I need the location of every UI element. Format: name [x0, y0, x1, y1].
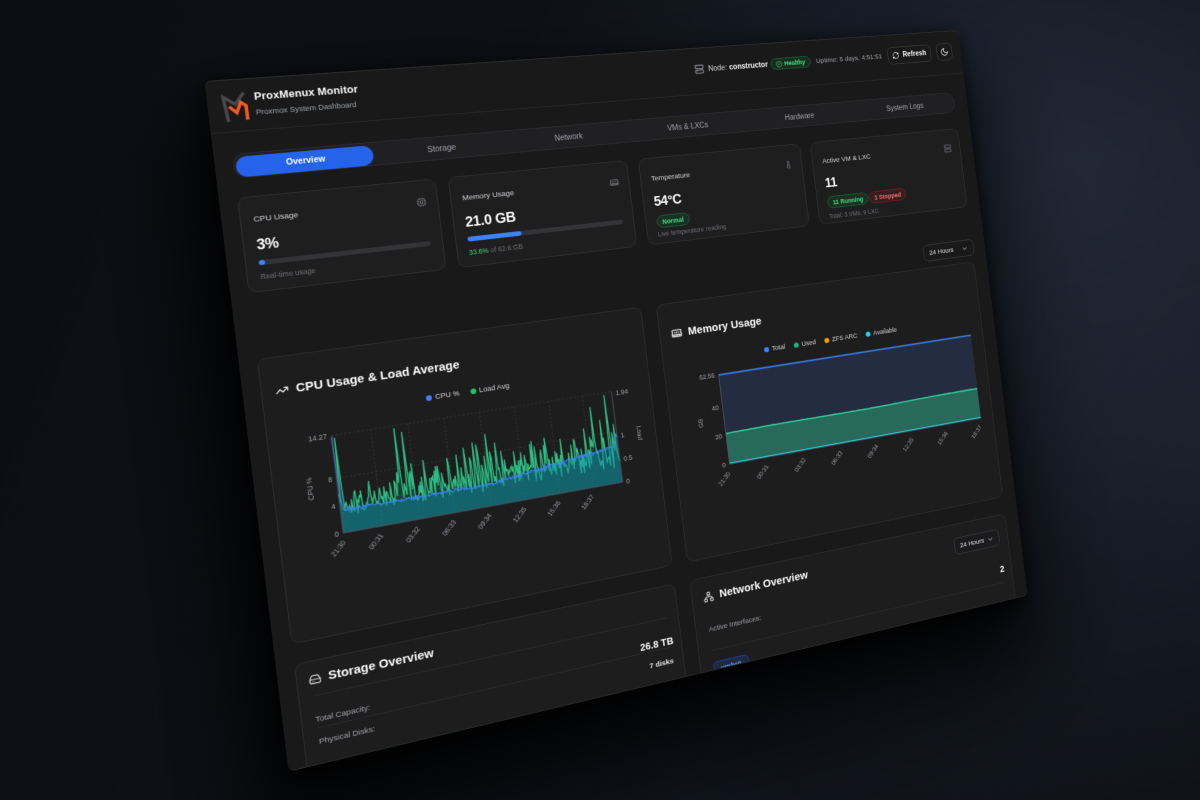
svg-text:03:32: 03:32 — [404, 525, 422, 544]
svg-text:1: 1 — [620, 431, 624, 439]
svg-text:0.5: 0.5 — [623, 454, 633, 463]
svg-text:CPU %: CPU % — [304, 477, 316, 501]
svg-text:06:33: 06:33 — [830, 450, 844, 467]
svg-text:62.56: 62.56 — [699, 372, 715, 382]
svg-text:00:31: 00:31 — [755, 463, 770, 480]
svg-text:12:35: 12:35 — [901, 437, 915, 453]
svg-text:4: 4 — [331, 503, 337, 512]
svg-text:12:35: 12:35 — [511, 506, 528, 524]
svg-text:8: 8 — [328, 476, 333, 485]
svg-text:1.94: 1.94 — [615, 387, 629, 397]
svg-text:18:37: 18:37 — [970, 424, 983, 440]
svg-text:GB: GB — [697, 418, 705, 428]
svg-text:06:33: 06:33 — [440, 519, 457, 538]
svg-text:00:31: 00:31 — [367, 532, 385, 551]
svg-text:15:36: 15:36 — [546, 499, 563, 517]
svg-text:18:37: 18:37 — [580, 493, 596, 511]
svg-text:21:30: 21:30 — [329, 539, 348, 558]
svg-text:40: 40 — [711, 404, 719, 412]
svg-text:09:34: 09:34 — [476, 512, 494, 531]
svg-text:0: 0 — [334, 530, 339, 539]
svg-text:03:32: 03:32 — [793, 456, 807, 473]
svg-text:0: 0 — [626, 477, 630, 485]
svg-text:14.27: 14.27 — [308, 432, 328, 443]
svg-text:09:34: 09:34 — [866, 443, 880, 460]
svg-text:15:36: 15:36 — [936, 430, 949, 446]
svg-text:0: 0 — [722, 461, 726, 469]
svg-text:Load: Load — [635, 425, 644, 440]
svg-text:21:30: 21:30 — [717, 470, 732, 487]
svg-text:20: 20 — [715, 433, 723, 442]
